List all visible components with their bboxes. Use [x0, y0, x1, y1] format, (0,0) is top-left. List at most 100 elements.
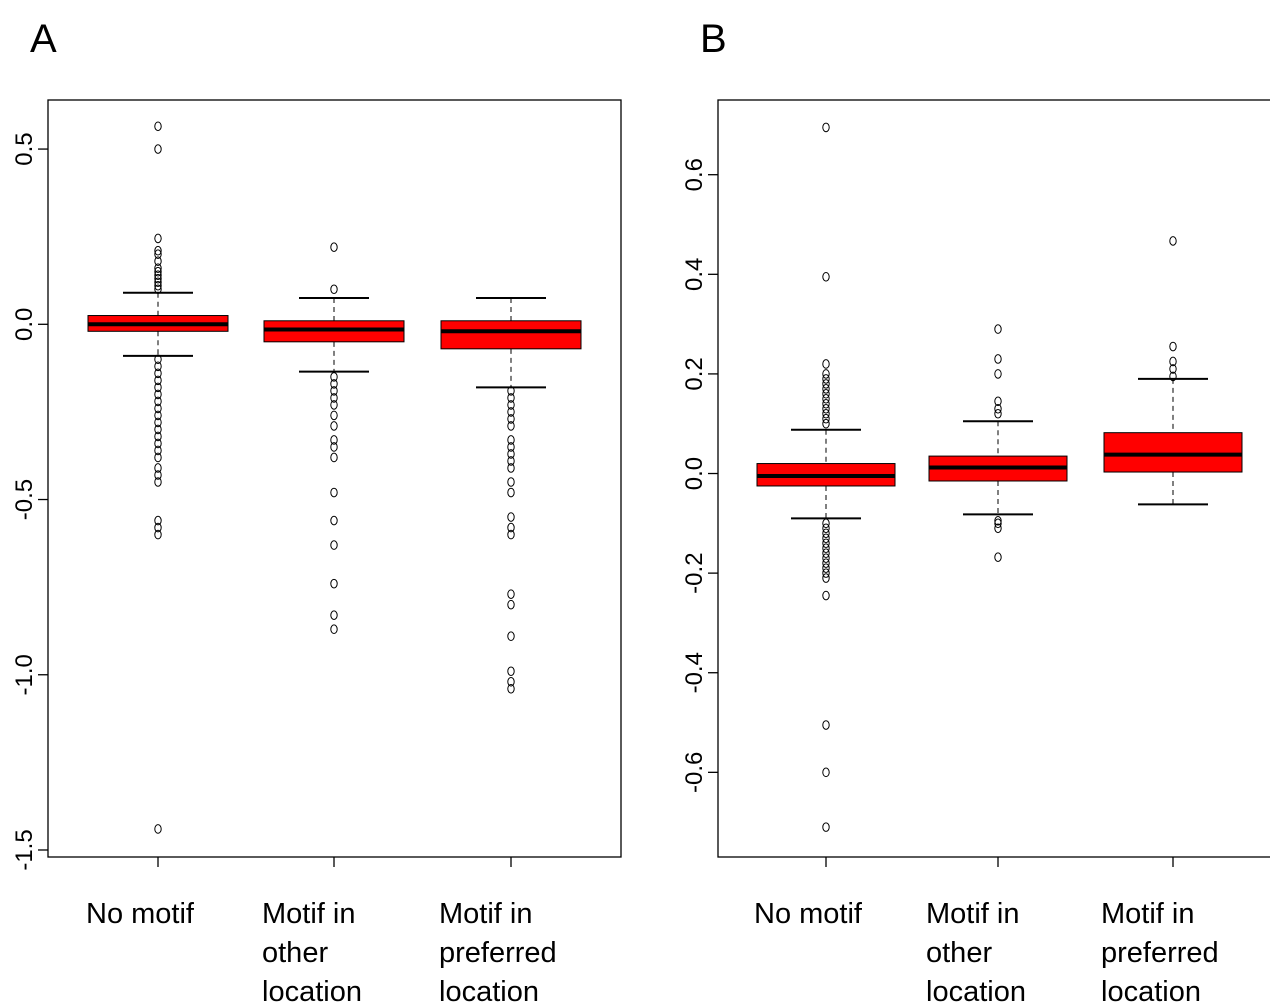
outlier-point — [507, 487, 515, 498]
box-group — [928, 324, 1068, 562]
y-tick-label: -1.0 — [11, 654, 38, 695]
outlier-point — [154, 417, 162, 428]
outlier-point — [507, 386, 515, 396]
outlier-point — [822, 538, 830, 549]
outlier-point — [330, 435, 338, 445]
outlier-point — [822, 369, 830, 379]
plot-frame — [47, 99, 622, 858]
outlier-point — [154, 280, 162, 291]
outlier-point — [154, 477, 162, 487]
outlier-point — [1169, 356, 1177, 367]
outlier-point — [822, 403, 830, 414]
outlier-point — [994, 354, 1002, 364]
y-tick-label: 0.4 — [681, 258, 708, 291]
outlier-point — [330, 515, 338, 526]
panel-b: B 0.6 0.4 0.2 0.0 -0.2 -0.4 -0.6 No motif Motif … — [681, 17, 1270, 1005]
outlier-point — [330, 379, 338, 389]
outlier-point — [994, 369, 1002, 379]
y-tick-label: 0.0 — [11, 308, 38, 341]
outlier-point — [1169, 371, 1177, 382]
x-category-label: Motif in other location — [262, 898, 362, 1005]
outlier-point — [822, 822, 830, 832]
panel-b-label: B — [700, 17, 727, 61]
outlier-point — [994, 396, 1002, 407]
outlier-point — [994, 324, 1002, 334]
outlier-point — [154, 245, 162, 256]
outlier-point — [154, 284, 162, 295]
outlier-point — [154, 403, 162, 414]
outlier-point — [154, 368, 162, 379]
outlier-point — [330, 242, 338, 252]
outlier-point — [994, 523, 1002, 534]
outlier-point — [507, 449, 515, 459]
outlier-point — [330, 452, 338, 463]
box-group — [440, 297, 582, 694]
y-tick-label: 0.0 — [681, 457, 708, 490]
outlier-point — [154, 452, 162, 463]
outlier-point — [330, 284, 338, 295]
x-category-label: No motif — [754, 898, 863, 930]
outlier-point — [330, 421, 338, 431]
outlier-point — [154, 233, 162, 244]
outlier-point — [507, 463, 515, 473]
x-category-label: No motif — [86, 898, 195, 930]
outlier-point — [154, 424, 162, 435]
plot-frame — [717, 99, 1270, 858]
outlier-point — [154, 396, 162, 407]
outlier-point — [822, 384, 830, 394]
outlier-point — [822, 563, 830, 573]
box-group — [1103, 236, 1243, 506]
outlier-point — [507, 512, 515, 522]
outlier-point — [154, 515, 162, 526]
box-group — [263, 242, 405, 634]
outlier-point — [994, 403, 1002, 414]
outlier-point — [507, 477, 515, 487]
outlier-point — [822, 418, 830, 429]
y-tick-label: 0.5 — [11, 132, 38, 165]
outlier-point — [154, 263, 162, 274]
outlier-point — [507, 421, 515, 431]
outlier-point — [822, 413, 830, 424]
y-tick-label: -1.5 — [11, 829, 38, 870]
box — [440, 320, 582, 350]
outlier-point — [154, 389, 162, 400]
outlier-point — [330, 410, 338, 421]
outlier-point — [822, 374, 830, 384]
outlier-point — [822, 548, 830, 559]
outlier-point — [507, 407, 515, 417]
outlier-point — [154, 470, 162, 480]
box-group — [87, 121, 229, 834]
outlier-point — [154, 256, 162, 267]
outlier-point — [154, 824, 162, 834]
outlier-point — [330, 393, 338, 403]
outlier-point — [507, 400, 515, 410]
outlier-point — [822, 528, 830, 539]
outlier-point — [507, 456, 515, 466]
outlier-point — [507, 522, 515, 533]
outlier-point — [154, 249, 162, 260]
outlier-point — [507, 589, 515, 599]
outlier-point — [154, 410, 162, 421]
outlier-point — [822, 533, 830, 544]
outlier-point — [330, 372, 338, 382]
outlier-point — [330, 540, 338, 550]
outlier-point — [507, 683, 515, 694]
outlier-point — [822, 408, 830, 419]
outlier-point — [1169, 341, 1177, 352]
outlier-point — [154, 438, 162, 449]
outlier-point — [822, 379, 830, 389]
outlier-point — [154, 361, 162, 372]
outlier-point — [154, 522, 162, 533]
outlier-point — [154, 463, 162, 473]
outlier-point — [507, 599, 515, 610]
outlier-point — [822, 518, 830, 529]
outlier-point — [822, 767, 830, 778]
outlier-point — [330, 487, 338, 498]
outlier-point — [822, 568, 830, 578]
outlier-point — [994, 408, 1002, 419]
outlier-point — [822, 523, 830, 534]
outlier-point — [822, 720, 830, 730]
outlier-point — [154, 382, 162, 393]
outlier-point — [330, 400, 338, 410]
outlier-point — [822, 558, 830, 568]
